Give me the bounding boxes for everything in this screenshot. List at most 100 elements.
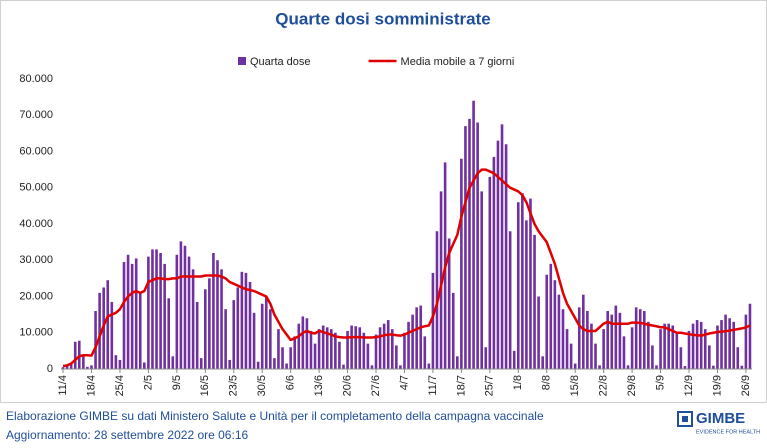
- bar: [114, 355, 118, 369]
- bar: [338, 341, 341, 369]
- bar: [382, 323, 386, 369]
- bar: [378, 327, 382, 369]
- bar: [642, 311, 646, 369]
- bar: [695, 320, 699, 369]
- bar: [252, 312, 256, 369]
- bar: [403, 332, 406, 369]
- legend-swatch: [238, 57, 246, 65]
- bar: [390, 329, 394, 369]
- logo-icon-inner: [682, 416, 688, 422]
- y-tick-label: 80.000: [19, 73, 53, 85]
- y-tick-label: 50.000: [19, 182, 53, 194]
- bar: [594, 343, 597, 369]
- bar: [634, 307, 638, 369]
- y-tick-label: 60.000: [19, 145, 53, 157]
- x-tick-label: 2/5: [142, 375, 154, 390]
- bar: [358, 327, 362, 369]
- bar: [395, 345, 398, 369]
- x-tick-label: 11/7: [427, 375, 439, 396]
- bar: [346, 330, 349, 369]
- bar: [73, 341, 77, 369]
- bar: [553, 280, 557, 369]
- bar: [732, 321, 736, 369]
- bar: [264, 296, 268, 369]
- bar: [86, 366, 89, 369]
- bar: [399, 365, 402, 369]
- bar: [82, 356, 85, 369]
- bar: [236, 287, 240, 369]
- bar: [199, 358, 203, 369]
- bar: [281, 347, 284, 369]
- bar: [614, 305, 618, 369]
- bar: [720, 320, 723, 369]
- bar: [289, 347, 292, 369]
- bar: [374, 334, 378, 369]
- x-tick-label: 25/7: [484, 375, 496, 396]
- bar: [691, 323, 695, 369]
- y-tick-label: 10.000: [19, 327, 53, 339]
- x-tick-label: 25/4: [114, 375, 126, 396]
- bar: [590, 323, 593, 369]
- bar: [212, 253, 215, 369]
- x-tick-label: 22/8: [598, 375, 610, 396]
- bar: [748, 303, 752, 369]
- bar: [224, 309, 227, 369]
- bar: [167, 298, 171, 369]
- bar: [573, 363, 577, 369]
- bar: [630, 327, 634, 369]
- bar: [277, 329, 280, 369]
- bar: [256, 361, 260, 369]
- bar: [451, 292, 455, 369]
- bar: [561, 309, 565, 369]
- x-tick-label: 11/4: [57, 375, 69, 396]
- chart-title: Quarte dosi somministrate: [275, 9, 490, 28]
- bar: [155, 249, 158, 369]
- bar: [183, 245, 187, 369]
- bar: [582, 294, 585, 369]
- bar: [147, 256, 150, 369]
- bar: [480, 191, 483, 369]
- bar: [285, 363, 288, 369]
- bar: [415, 307, 418, 369]
- y-tick-label: 40.000: [19, 218, 53, 230]
- bar: [126, 254, 130, 369]
- bar: [313, 343, 317, 369]
- x-tick-label: 1/8: [512, 375, 524, 390]
- x-tick-label: 13/6: [313, 375, 325, 396]
- bar: [464, 126, 467, 369]
- bar: [297, 323, 301, 369]
- bar: [110, 301, 114, 369]
- bar: [712, 365, 715, 369]
- bar: [77, 340, 81, 369]
- bar: [655, 365, 658, 369]
- bar: [703, 329, 707, 369]
- bar: [447, 238, 451, 369]
- bar: [334, 332, 337, 369]
- bar: [330, 329, 333, 369]
- bar: [516, 202, 520, 369]
- bar: [488, 176, 492, 369]
- bar: [687, 330, 691, 369]
- x-tick-label: 19/9: [711, 375, 723, 396]
- bar: [248, 282, 252, 369]
- bar: [504, 144, 508, 369]
- bar: [728, 318, 731, 369]
- bar: [671, 325, 675, 369]
- bar: [529, 198, 532, 369]
- x-tick-label: 26/9: [740, 375, 752, 396]
- bar: [203, 289, 207, 369]
- bar: [208, 278, 211, 369]
- bar: [159, 253, 162, 369]
- bar: [606, 311, 610, 369]
- bar: [610, 314, 614, 369]
- bar: [94, 311, 97, 369]
- bar: [321, 325, 325, 369]
- bar: [260, 303, 264, 369]
- bar: [675, 332, 679, 369]
- bar: [622, 336, 626, 369]
- bar: [557, 294, 561, 369]
- bar: [293, 336, 297, 369]
- footer-updated: Aggiornamento: 28 settembre 2022 ore 06:…: [6, 428, 248, 442]
- bar: [736, 347, 740, 369]
- bar: [232, 300, 236, 369]
